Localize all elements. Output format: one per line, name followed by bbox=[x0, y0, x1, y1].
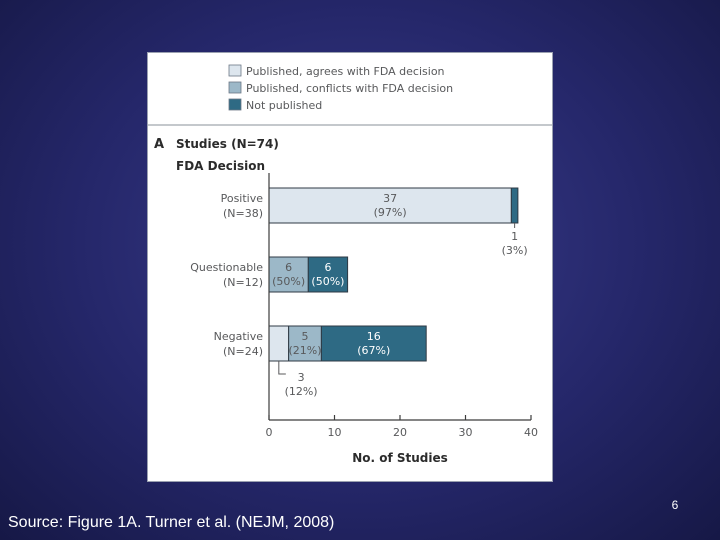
legend-label-2: Not published bbox=[246, 99, 322, 112]
x-tick-label-2: 20 bbox=[393, 426, 407, 439]
category-name-0: Positive bbox=[221, 192, 264, 205]
bar-1-1 bbox=[268, 256, 309, 293]
data-label-pct-1-2: (50%) bbox=[311, 275, 344, 288]
chart: Published, agrees with FDA decision Publi… bbox=[148, 64, 552, 465]
category-name-2: Negative bbox=[214, 330, 264, 343]
data-label-pct-2-0: (12%) bbox=[285, 385, 318, 398]
legend-swatch-2 bbox=[228, 98, 242, 111]
category-n-1: (N=12) bbox=[223, 276, 263, 289]
category-n-2: (N=24) bbox=[223, 345, 263, 358]
bar-0-2 bbox=[510, 187, 519, 224]
legend-swatch-0 bbox=[228, 64, 242, 77]
data-label-count-2-1: 5 bbox=[302, 330, 309, 343]
x-tick-label-4: 40 bbox=[524, 426, 538, 439]
bar-1-2 bbox=[307, 256, 349, 293]
data-label-count-1-2: 6 bbox=[324, 261, 331, 274]
data-label-count-2-0: 3 bbox=[298, 371, 305, 384]
bar-2-2 bbox=[320, 325, 427, 362]
source-caption: Source: Figure 1A. Turner et al. (NEJM, … bbox=[8, 514, 335, 531]
leader-line-2-0 bbox=[278, 361, 286, 375]
x-axis-label: No. of Studies bbox=[352, 451, 448, 465]
bar-2-0 bbox=[268, 325, 290, 362]
legend-label-0: Published, agrees with FDA decision bbox=[246, 65, 445, 78]
x-tick-label-1: 10 bbox=[328, 426, 342, 439]
data-label-pct-2-2: (67%) bbox=[357, 344, 390, 357]
data-label-pct-0-0: (97%) bbox=[374, 206, 407, 219]
x-tick-label-0: 0 bbox=[266, 426, 273, 439]
category-name-1: Questionable bbox=[190, 261, 263, 274]
data-label-count-0-0: 37 bbox=[383, 192, 397, 205]
data-label-pct-0-2: (3%) bbox=[502, 244, 528, 257]
data-label-count-0-2: 1 bbox=[511, 230, 518, 243]
legend-swatch-1 bbox=[228, 81, 242, 94]
slide-number: 6 bbox=[671, 498, 679, 512]
group-heading: FDA Decision bbox=[176, 159, 265, 173]
data-label-pct-2-1: (21%) bbox=[289, 344, 322, 357]
x-tick-label-3: 30 bbox=[459, 426, 473, 439]
data-label-count-2-2: 16 bbox=[367, 330, 381, 343]
data-label-pct-1-1: (50%) bbox=[272, 275, 305, 288]
category-n-0: (N=38) bbox=[223, 207, 263, 220]
chart-title: Studies (N=74) bbox=[176, 137, 279, 151]
legend-label-1: Published, conflicts with FDA decision bbox=[246, 82, 453, 95]
figure-panel: Published, agrees with FDA decision Publi… bbox=[147, 52, 553, 482]
panel-label: A bbox=[154, 137, 164, 152]
data-label-count-1-1: 6 bbox=[285, 261, 292, 274]
